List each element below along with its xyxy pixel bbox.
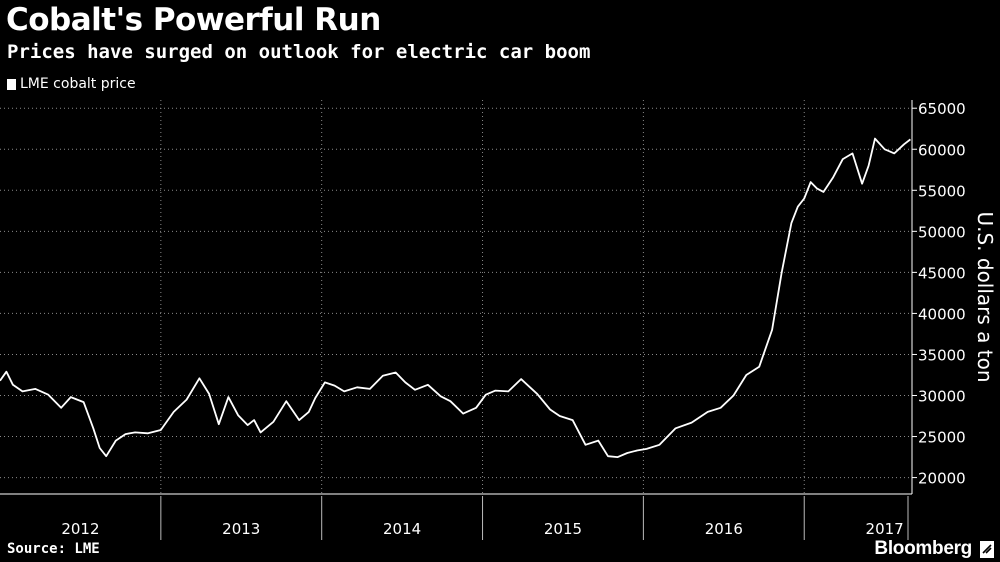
chart-title: Cobalt's Powerful Run (6, 2, 381, 38)
y-tick-label: 35000 (918, 346, 966, 364)
x-tick-label: 2015 (544, 520, 582, 538)
bloomberg-mark-icon (980, 541, 994, 558)
brand-logo-text: Bloomberg (874, 538, 972, 559)
chart-subtitle: Prices have surged on outlook for electr… (7, 41, 591, 63)
legend-label: LME cobalt price (20, 76, 136, 92)
series-line-lme-cobalt-price (0, 137, 911, 459)
y-tick-label: 30000 (918, 388, 966, 406)
y-axis-label: U.S. dollars a ton (973, 211, 997, 382)
y-tick-label: 60000 (918, 141, 966, 159)
x-tick-label: 2013 (222, 520, 260, 538)
x-tick-label: 2012 (61, 520, 99, 538)
y-tick-label: 25000 (918, 429, 966, 447)
legend-swatch (7, 78, 16, 90)
y-tick-label: 45000 (918, 264, 966, 282)
y-tick-label: 50000 (918, 223, 966, 241)
source-note: Source: LME (7, 541, 100, 557)
y-tick-label: 20000 (918, 470, 966, 488)
legend: LME cobalt price (7, 76, 136, 92)
x-tick-label: 2016 (705, 520, 743, 538)
x-tick-label: 2014 (383, 520, 421, 538)
y-tick-label: 55000 (918, 182, 966, 200)
y-tick-label: 40000 (918, 305, 966, 323)
x-tick-label: 2017 (866, 520, 904, 538)
y-tick-label: 65000 (918, 100, 966, 118)
